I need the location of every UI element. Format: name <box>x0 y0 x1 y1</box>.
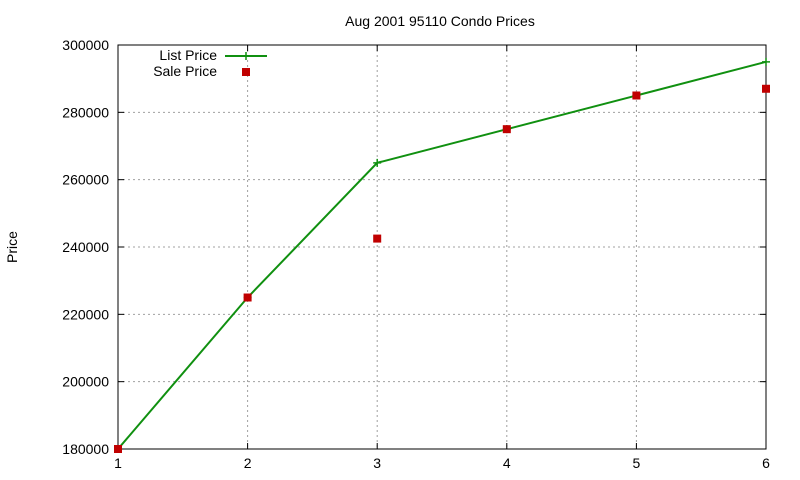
legend-marker-list-price <box>242 52 250 60</box>
sale-price-point <box>373 234 382 243</box>
y-tick-label: 180000 <box>62 441 109 457</box>
axis-ticks: 1 2 3 4 5 6 180000 200000 220000 240000 260000 2800… <box>62 37 770 471</box>
y-tick-label: 240000 <box>62 239 109 255</box>
sale-price-point <box>762 84 770 93</box>
y-tick-label: 280000 <box>62 104 109 120</box>
y-tick-label: 220000 <box>62 306 109 322</box>
legend: List Price Sale Price <box>153 47 267 79</box>
x-tick-label: 2 <box>244 455 252 471</box>
series-layer <box>114 57 770 453</box>
x-tick-label: 3 <box>373 455 381 471</box>
list-price-point <box>762 57 770 66</box>
y-tick-label: 260000 <box>62 172 109 188</box>
y-axis-label: Price <box>4 231 20 263</box>
legend-label-sale-price: Sale Price <box>153 63 217 79</box>
x-tick-label: 5 <box>633 455 641 471</box>
sale-price-point <box>502 125 511 134</box>
chart-title: Aug 2001 95110 Condo Prices <box>345 13 535 29</box>
list-price-point <box>373 158 382 167</box>
legend-marker-sale-price <box>242 68 250 76</box>
x-tick-label: 1 <box>114 455 122 471</box>
grid-lines <box>118 45 766 449</box>
x-tick-label: 6 <box>762 455 770 471</box>
list-price-line <box>117 60 767 450</box>
y-tick-label: 300000 <box>62 37 109 53</box>
y-tick-label: 200000 <box>62 374 109 390</box>
legend-label-list-price: List Price <box>159 47 217 63</box>
x-tick-label: 4 <box>503 455 511 471</box>
sale-price-point <box>114 445 122 453</box>
sale-price-point <box>632 91 641 100</box>
sale-price-point <box>243 293 252 302</box>
